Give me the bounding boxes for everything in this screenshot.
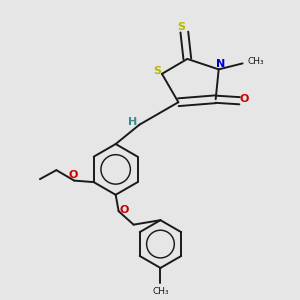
Text: S: S — [154, 66, 161, 76]
Text: H: H — [128, 117, 138, 127]
Text: O: O — [68, 170, 78, 180]
Text: CH₃: CH₃ — [152, 287, 169, 296]
Text: O: O — [239, 94, 249, 104]
Text: O: O — [119, 205, 129, 215]
Text: S: S — [177, 22, 185, 32]
Text: CH₃: CH₃ — [247, 56, 264, 65]
Text: N: N — [215, 59, 225, 69]
